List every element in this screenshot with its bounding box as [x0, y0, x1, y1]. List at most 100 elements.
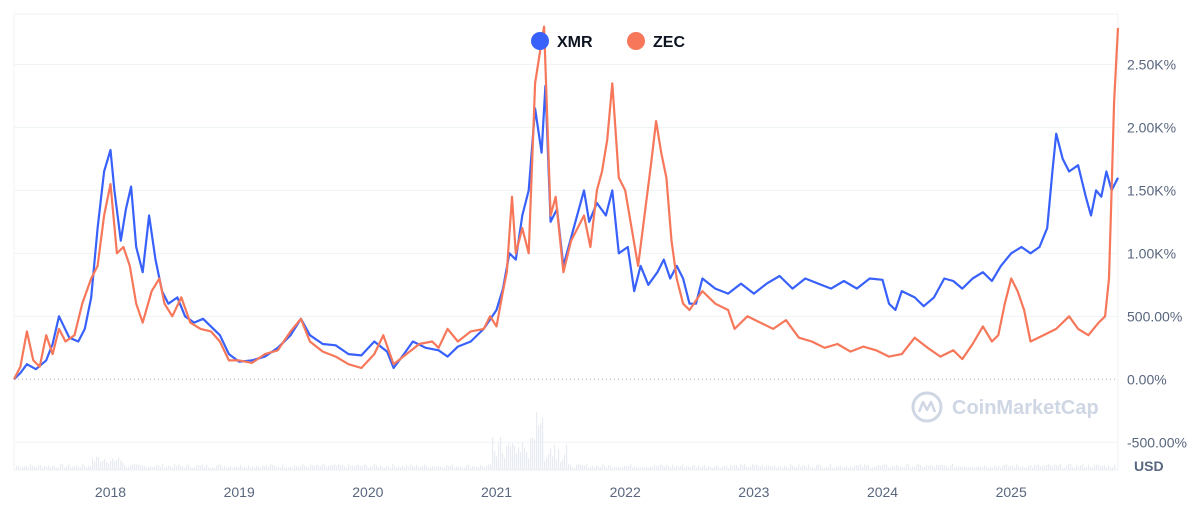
- volume-bar: [1074, 467, 1076, 470]
- volume-bar: [726, 465, 728, 470]
- volume-bar: [388, 466, 390, 470]
- volume-bar: [300, 465, 302, 470]
- volume-bar: [110, 460, 112, 470]
- volume-bar: [736, 464, 738, 470]
- volume-bar: [18, 465, 20, 470]
- volume-bar: [270, 464, 272, 470]
- volume-bar: [446, 465, 448, 470]
- volume-bar: [678, 466, 680, 470]
- volume-bar: [436, 466, 438, 470]
- volume-bar: [306, 466, 308, 470]
- volume-bar: [160, 466, 162, 470]
- volume-bar: [204, 467, 206, 470]
- volume-bar: [770, 465, 772, 470]
- volume-bar: [566, 444, 568, 470]
- volume-bar: [58, 467, 60, 470]
- volume-bar: [476, 466, 478, 470]
- volume-bar: [612, 467, 614, 470]
- volume-bar: [774, 465, 776, 470]
- volume-bar: [1024, 467, 1026, 470]
- volume-bar: [38, 464, 40, 470]
- volume-bar: [976, 466, 978, 470]
- volume-bar: [1092, 467, 1094, 470]
- volume-bar: [1008, 466, 1010, 470]
- volume-bar: [502, 452, 504, 470]
- volume-bar: [980, 466, 982, 470]
- volume-bar: [962, 467, 964, 470]
- volume-bar: [668, 466, 670, 470]
- legend-item-zec[interactable]: ZEC: [627, 32, 685, 51]
- volume-bar: [1018, 465, 1020, 470]
- volume-bar: [1032, 467, 1034, 470]
- volume-bar: [250, 467, 252, 470]
- volume-bar: [64, 467, 66, 470]
- volume-bar: [814, 467, 816, 470]
- volume-bar: [826, 467, 828, 470]
- volume-bar: [302, 464, 304, 470]
- volume-bar: [134, 464, 136, 470]
- x-tick-label: 2020: [352, 484, 383, 500]
- volume-bar: [934, 466, 936, 470]
- volume-bar: [82, 464, 84, 470]
- volume-bar: [808, 464, 810, 470]
- coinmarketcap-logo-mark-icon: [917, 400, 937, 413]
- volume-bar: [1070, 464, 1072, 470]
- volume-bar: [1006, 464, 1008, 470]
- volume-bar: [686, 466, 688, 470]
- x-tick-label: 2019: [224, 484, 255, 500]
- volume-bar: [400, 467, 402, 470]
- volume-bar: [496, 456, 498, 470]
- volume-bar: [744, 464, 746, 470]
- legend-swatch: [531, 32, 549, 50]
- volume-bar: [656, 466, 658, 470]
- volume-bar: [800, 467, 802, 470]
- volume-bar: [1034, 464, 1036, 470]
- volume-bar: [280, 467, 282, 470]
- volume-bar: [708, 466, 710, 470]
- volume-bar: [408, 466, 410, 470]
- x-tick-label: 2018: [95, 484, 126, 500]
- volume-bar: [116, 460, 118, 470]
- volume-bar: [794, 467, 796, 470]
- volume-bar: [468, 464, 470, 470]
- volume-bar: [752, 464, 754, 470]
- volume-bar: [170, 466, 172, 470]
- volume-bar: [596, 465, 598, 470]
- volume-bar: [1012, 465, 1014, 470]
- volume-bar: [550, 448, 552, 470]
- volume-bar: [36, 466, 38, 470]
- legend[interactable]: XMR ZEC: [531, 32, 685, 51]
- volume-bar: [1048, 464, 1050, 470]
- y-tick-label: 0.00%: [1127, 371, 1167, 387]
- volume-bar: [1000, 467, 1002, 470]
- volume-bar: [872, 467, 874, 470]
- volume-bar: [764, 467, 766, 470]
- volume-bar: [120, 460, 122, 470]
- volume-bar: [898, 466, 900, 470]
- volume-bar: [1102, 465, 1104, 470]
- y-tick-label: 1.00K%: [1127, 245, 1176, 261]
- volume-bar: [168, 465, 170, 470]
- series-line-zec: [13, 25, 1120, 380]
- volume-bar: [1106, 467, 1108, 470]
- volume-bar: [118, 457, 120, 470]
- volume-bar: [834, 467, 836, 470]
- volume-bar: [304, 465, 306, 470]
- volume-bar: [1014, 467, 1016, 470]
- volume-bar: [382, 467, 384, 470]
- legend-item-xmr[interactable]: XMR: [531, 32, 593, 51]
- volume-bar: [444, 467, 446, 470]
- volume-bar: [104, 458, 106, 470]
- volume-bar: [460, 466, 462, 470]
- volume-bar: [624, 466, 626, 470]
- volume-bar: [246, 467, 248, 470]
- volume-bar: [994, 465, 996, 470]
- volume-bar: [106, 462, 108, 470]
- volume-bar: [100, 462, 102, 470]
- volume-bar: [640, 467, 642, 470]
- volume-bar: [458, 467, 460, 470]
- volume-bar: [534, 439, 536, 470]
- volume-bar: [792, 465, 794, 470]
- volume-bar: [804, 465, 806, 470]
- volume-bar: [62, 464, 64, 470]
